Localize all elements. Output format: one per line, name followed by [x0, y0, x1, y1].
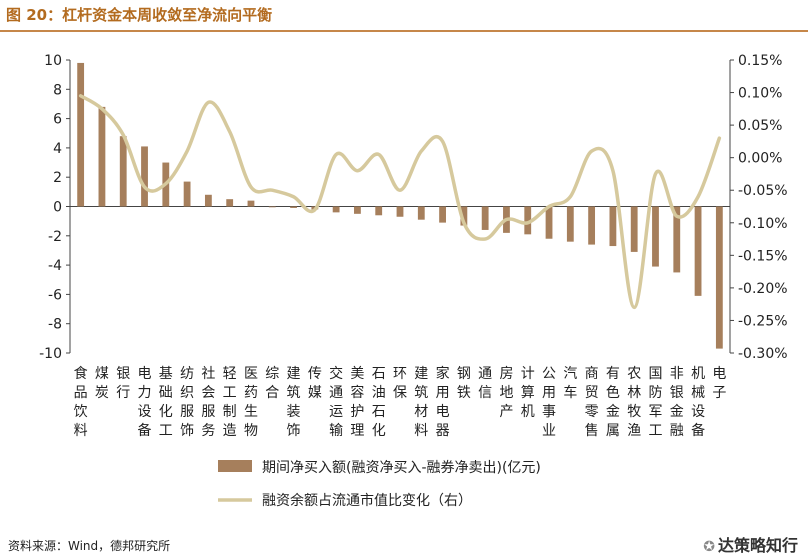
source-note: 资料来源：Wind，德邦研究所: [8, 539, 171, 553]
watermark-text: 达策略知行: [717, 536, 798, 555]
bar-4: [141, 146, 148, 207]
bar-20: [481, 206, 489, 230]
bar-17: [417, 206, 425, 220]
y-left-tick-label: -4: [48, 258, 62, 274]
x-tick-label-26: 有色金属: [606, 366, 620, 439]
x-tick-label-11: 建筑装饰: [287, 366, 301, 439]
x-tick-label-2: 煤炭: [95, 366, 109, 401]
x-tick-label-25: 商贸零售: [585, 366, 599, 439]
y-right-tick-label: 0.10%: [738, 86, 782, 102]
x-tick-label-3: 银行: [116, 366, 130, 401]
y-left-tick-label: 6: [53, 112, 62, 128]
x-tick-label-28: 国防军工: [648, 366, 662, 439]
y-left-tick-label: 0: [53, 200, 62, 216]
x-tick-label-5: 基础化工: [159, 365, 173, 439]
y-left-tick-label: 2: [53, 170, 62, 186]
bar-9: [247, 200, 255, 207]
y-right-tick-label: -0.30%: [738, 346, 788, 362]
y-left-tick-label: -10: [39, 346, 62, 362]
x-tick-label-24: 汽车: [563, 366, 577, 401]
bar-25: [588, 206, 596, 245]
x-tick-label-18: 家用电器: [436, 365, 450, 439]
x-tick-label-17: 建筑材料: [414, 366, 428, 439]
legend-label-line: 融资余额占流通市值比变化（右）: [262, 492, 472, 509]
x-tick-label-12: 传媒: [308, 366, 322, 401]
bar-28: [652, 206, 659, 267]
bar-7: [204, 194, 212, 207]
watermark: ✪ 达策略知行: [703, 532, 798, 556]
bar-8: [226, 199, 234, 207]
y-left-tick-label: -6: [48, 287, 62, 303]
y-left-tick-label: -8: [48, 317, 62, 333]
x-tick-label-27: 农林牧渔: [627, 366, 641, 439]
bar-18: [439, 206, 446, 223]
wechat-icon: ✪: [703, 539, 715, 555]
legend-swatch-bars: [218, 460, 252, 472]
bar-26: [609, 206, 617, 247]
bar-27: [630, 206, 638, 252]
bar-2: [98, 106, 106, 207]
x-tick-label-9: 医药生物: [244, 366, 258, 439]
y-left-tick-label: -2: [48, 229, 62, 245]
x-tick-label-14: 美容护理: [350, 366, 364, 439]
y-right-tick-label: -0.10%: [738, 216, 788, 232]
bar-11: [290, 206, 297, 208]
x-tick-label-30: 机械设备: [691, 366, 705, 439]
bar-19: [460, 206, 468, 226]
x-tick-label-23: 公用事业: [542, 366, 556, 439]
x-tick-label-15: 石油石化: [372, 366, 386, 439]
x-tick-label-19: 钢铁: [457, 366, 471, 401]
bar-22: [524, 206, 532, 235]
y-right-tick-label: 0.15%: [738, 53, 782, 69]
x-tick-label-21: 房地产: [499, 366, 513, 420]
x-tick-label-10: 综合: [265, 366, 279, 401]
line-series-path: [78, 94, 722, 310]
x-tick-label-16: 环保: [393, 366, 407, 401]
y-right-tick-label: -0.20%: [738, 281, 788, 297]
x-tick-label-22: 计算机: [521, 366, 535, 420]
bar-15: [375, 206, 383, 216]
bar-13: [332, 206, 340, 213]
bar-24: [566, 206, 574, 242]
x-tick-label-1: 食品饮料: [74, 365, 88, 439]
title-divider: [0, 30, 808, 32]
y-right-tick-label: -0.05%: [738, 183, 788, 199]
bar-3: [119, 136, 127, 207]
x-tick-label-31: 电子: [712, 366, 726, 401]
x-tick-label-29: 非银金融: [670, 366, 684, 439]
bar-6: [183, 181, 191, 207]
x-tick-label-7: 社会服务: [201, 366, 215, 439]
y-right-tick-label: 0.00%: [738, 151, 782, 167]
y-right-tick-label: 0.05%: [738, 118, 782, 134]
y-left-tick-label: 10: [44, 53, 62, 69]
bar-14: [354, 206, 361, 214]
y-left-tick-label: 8: [53, 82, 62, 98]
bar-30: [694, 206, 702, 296]
legend-label-bars: 期间净买入额(融资净买入-融券净卖出)(亿元): [262, 460, 541, 476]
bar-31: [715, 206, 723, 349]
x-tick-label-8: 轻工制造: [223, 366, 237, 439]
bar-29: [673, 206, 681, 273]
x-tick-label-4: 电力设备: [138, 366, 152, 439]
bar-23: [545, 206, 553, 239]
bar-16: [396, 206, 404, 217]
figure-title: 图 20：杠杆资金本周收敛至净流向平衡: [6, 6, 273, 24]
y-left-tick-label: 4: [53, 141, 62, 157]
y-right-tick-label: -0.15%: [738, 248, 788, 264]
bar-10: [268, 206, 276, 208]
x-tick-label-6: 纺织服饰: [180, 366, 194, 439]
x-tick-label-20: 通信: [478, 366, 492, 401]
bar-1: [77, 62, 85, 207]
y-right-tick-label: -0.25%: [738, 313, 788, 329]
x-tick-label-13: 交通运输: [329, 365, 343, 439]
